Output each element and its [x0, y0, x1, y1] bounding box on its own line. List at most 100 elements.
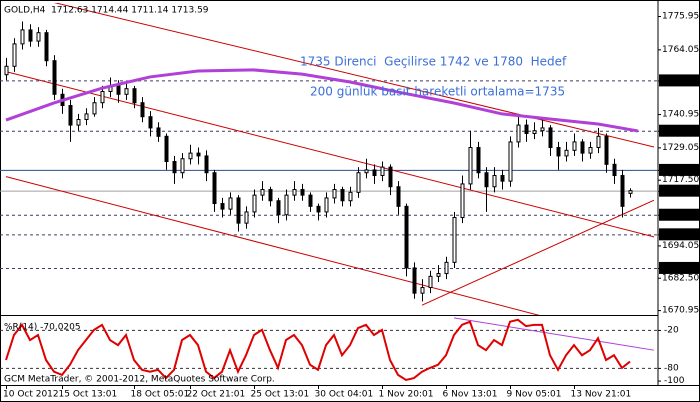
moving-average	[5, 68, 639, 133]
candle-body	[324, 197, 329, 213]
candle-body	[308, 194, 313, 207]
candle-body	[452, 217, 457, 263]
candle-body	[228, 197, 233, 210]
candle-body	[148, 116, 153, 129]
y-tick-label: 1775.95	[662, 12, 699, 22]
candle-body	[572, 141, 577, 151]
candle-body	[164, 135, 169, 163]
candle-body	[332, 189, 337, 199]
candle-body	[276, 200, 281, 216]
candle-body	[548, 127, 553, 149]
candle-body	[612, 163, 617, 177]
y-tick-label: 1752.96	[662, 76, 699, 86]
candle-body	[284, 194, 289, 216]
trend-line	[5, 176, 540, 315]
candle-body	[100, 91, 105, 104]
y-tick-label: 1682.50	[662, 273, 699, 283]
candle-body	[404, 205, 409, 269]
y-tick-label: -20	[664, 325, 679, 335]
candle-body	[196, 152, 201, 157]
candle-body	[44, 32, 49, 62]
candle-body	[172, 161, 177, 174]
candle-body	[580, 141, 585, 154]
candle-body	[84, 113, 89, 121]
candle-body	[268, 189, 273, 202]
candle-body	[180, 158, 185, 174]
trend-line	[53, 3, 655, 148]
price-label-box	[659, 163, 699, 176]
candle-body	[52, 60, 57, 95]
candle-body	[508, 141, 513, 182]
candle-body	[540, 127, 545, 132]
y-tick-label: 1698.00	[662, 230, 699, 240]
candle-body	[36, 32, 41, 42]
candle-body	[604, 135, 609, 165]
y-tick-label: -80	[664, 363, 679, 373]
annotation: 1735 Direnci Geçilirse 1742 ve 1780 Hede…	[300, 55, 567, 69]
y-tick-label: 1670.95	[662, 306, 699, 316]
y-tick-label: 1764.05	[662, 45, 699, 55]
price-label-box	[659, 261, 699, 274]
candle-body	[356, 172, 361, 193]
candle-body	[68, 105, 73, 126]
candle-body	[484, 172, 489, 188]
candle-body	[428, 275, 433, 289]
axes: 1775.95 1764.05 1752.96 1740.95 1735.00 1729.…	[3, 12, 699, 400]
price-label-box	[659, 208, 699, 221]
x-tick-label: 18 Oct 05:01	[131, 390, 190, 400]
candle-body	[300, 189, 305, 196]
x-tick-label: 1 Nov 20:01	[379, 390, 434, 400]
candle-body	[468, 147, 473, 185]
candle-body	[588, 147, 593, 154]
trend-line	[421, 199, 655, 306]
candle-body	[556, 147, 561, 157]
y-tick-label: -100	[664, 376, 685, 386]
trend-line	[5, 71, 655, 238]
x-tick-label: 22 Oct 21:01	[187, 390, 246, 400]
candle-body	[460, 183, 465, 219]
candle-body	[220, 203, 225, 210]
candle-body	[28, 29, 33, 42]
x-tick-label: 25 Oct 13:01	[251, 390, 310, 400]
candle-body	[292, 189, 297, 196]
candle-body	[564, 149, 569, 157]
x-tick-label: 30 Oct 04:01	[315, 390, 374, 400]
candle-body	[420, 287, 425, 294]
x-tick-label: 10 Oct 2012	[3, 390, 59, 400]
y-tick-label: 1729.05	[662, 143, 699, 153]
candle-body	[500, 175, 505, 182]
x-tick-label: 15 Oct 13:01	[59, 390, 118, 400]
main-pane	[0, 3, 658, 315]
y-tick-label: 1717.50	[662, 175, 699, 185]
candle-body	[212, 172, 217, 205]
candle-body	[4, 65, 9, 76]
candle-body	[260, 189, 265, 196]
candle-body	[388, 166, 393, 188]
candle-body	[476, 147, 481, 174]
y-tick-label: 1713.59	[662, 186, 699, 196]
candle-body	[348, 191, 353, 202]
candle-body	[76, 119, 81, 126]
candle-body	[140, 102, 145, 118]
candle-body	[444, 261, 449, 275]
price-label-box	[659, 124, 699, 137]
indicator-pane	[0, 317, 658, 382]
copyright: GCM MetaTrader, © 2001-2012, MetaQuotes …	[4, 375, 275, 385]
candle-body	[492, 175, 497, 188]
candle-body	[396, 186, 401, 207]
trend-line	[453, 317, 655, 351]
candle-body	[340, 189, 345, 202]
candle-body	[620, 175, 625, 207]
price-label-box	[659, 228, 699, 241]
candle-body	[20, 29, 25, 45]
indicator-title: %R(14) -70.0205	[4, 323, 81, 333]
price-label-box	[659, 184, 699, 197]
candle-body	[380, 166, 385, 177]
candle-body	[92, 102, 97, 115]
candle-body	[364, 169, 369, 174]
y-tick-label: 1686.00	[662, 263, 699, 273]
annotation: 200 günlük basit hareketli ortalama=1735	[310, 85, 565, 99]
williams-r-line	[5, 318, 631, 382]
candle-body	[516, 124, 521, 143]
